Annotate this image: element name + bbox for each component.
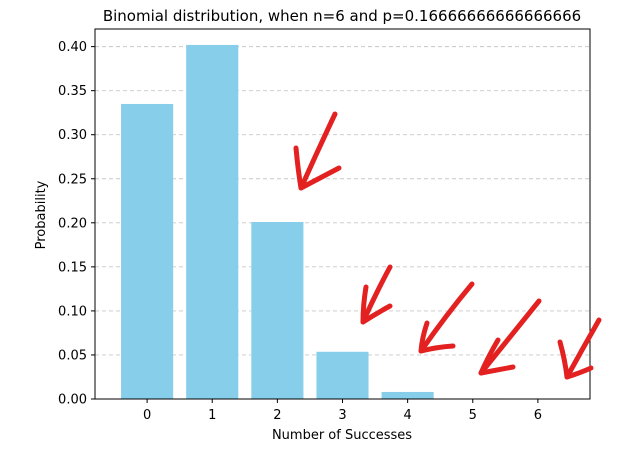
y-tick-label: 0.35 (58, 84, 87, 99)
arrow-head (478, 337, 516, 376)
bar (121, 103, 174, 399)
annotation-arrows (293, 111, 602, 380)
x-tick-label: 3 (338, 408, 346, 423)
y-tick-label: 0.40 (58, 40, 87, 55)
red-arrow-icon (557, 317, 602, 380)
red-arrow-icon (360, 264, 393, 325)
arrow-shaft (418, 281, 475, 354)
x-tick-label: 5 (469, 408, 477, 423)
plot-frame (94, 28, 591, 400)
red-arrow-icon (293, 111, 342, 191)
arrow-head (557, 339, 594, 380)
y-tick-label: 0.25 (58, 172, 87, 187)
y-tick-label: 0.20 (58, 216, 87, 231)
x-tick-label: 6 (534, 408, 542, 423)
y-tick-label: 0.05 (58, 348, 87, 363)
bar (316, 351, 369, 399)
y-axis-label: Probability (34, 180, 49, 249)
x-axis-label: Number of Successes (272, 428, 412, 443)
axis-ticks: 0.00 0.05 0.10 0.15 0.20 0.25 0.30 0.35 0.40 0 1 2 3… (58, 40, 542, 423)
red-arrow-icon (478, 298, 542, 376)
bar-series (121, 44, 564, 399)
x-tick-label: 2 (273, 408, 281, 423)
bar (381, 391, 434, 399)
arrow-shaft (298, 111, 338, 191)
x-tick-label: 0 (143, 408, 151, 423)
x-tick-label: 1 (208, 408, 216, 423)
bar (251, 222, 304, 399)
arrow-shaft (478, 298, 542, 376)
chart-title: Binomial distribution, when n=6 and p=0.… (103, 7, 581, 25)
y-tick-label: 0.30 (58, 128, 87, 143)
arrow-head (360, 284, 393, 325)
x-tick-label: 4 (403, 408, 411, 423)
arrow-head (293, 145, 342, 191)
arrow-head (418, 320, 456, 354)
y-tick-label: 0.15 (58, 260, 87, 275)
y-tick-label: 0.10 (58, 304, 87, 319)
y-tick-label: 0.00 (58, 393, 87, 408)
arrow-shaft (564, 317, 602, 380)
red-arrow-icon (418, 281, 475, 354)
bar (186, 44, 239, 399)
